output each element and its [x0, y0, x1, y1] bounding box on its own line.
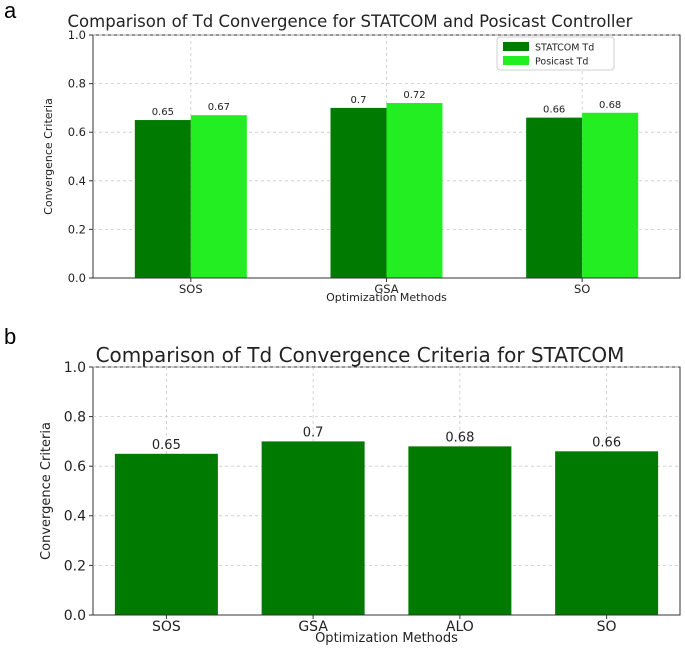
data-label: 0.68: [445, 430, 474, 445]
legend: STATCOM Td Posicast Td: [496, 36, 615, 71]
y-tick-label: 0.2: [68, 222, 86, 236]
bar-so: [555, 451, 659, 615]
data-label: 0.66: [543, 105, 565, 116]
y-tick-label: 0.2: [64, 558, 86, 574]
bar-sos: [114, 453, 218, 615]
y-tick-label: 0.0: [68, 271, 86, 285]
data-label: 0.72: [403, 90, 425, 101]
x-axis-label: Optimization Methods: [315, 631, 458, 646]
chart-title: Comparison of Td Convergence for STATCOM…: [68, 12, 633, 31]
chart-a: 0.0 0.2 0.4 0.6 0.8 1.0 0.65 0.7 0.66 0.67 0.72 0.6…: [42, 12, 681, 304]
y-tick-label: 0.4: [64, 509, 86, 525]
x-tick-label: SOS: [179, 282, 203, 296]
bar-gsa-series-1: [330, 107, 387, 279]
bar-sos-series-2: [190, 115, 247, 278]
bar-alo: [408, 446, 512, 615]
bar-gsa: [261, 441, 365, 615]
legend-label: STATCOM Td: [535, 43, 594, 54]
data-label: 0.65: [152, 438, 181, 453]
data-label: 0.68: [599, 100, 621, 111]
data-label: 0.66: [592, 435, 621, 450]
bar-so-series-1: [526, 117, 583, 279]
chart-b: 0.0 0.2 0.4 0.6 0.8 1.0 0.65 0.7 0.68 0.66 SOS GSA A…: [39, 343, 681, 646]
x-tick-label: ALO: [446, 619, 474, 635]
y-tick-label: 0.4: [68, 174, 86, 188]
data-label: 0.7: [303, 425, 324, 440]
y-tick-label: 0.6: [68, 125, 86, 139]
legend-swatch: [503, 42, 529, 51]
x-tick-label: SO: [574, 282, 590, 296]
y-tick-label: 0.8: [64, 410, 86, 426]
y-tick-label: 0.8: [68, 77, 86, 91]
y-tick-label: 1.0: [64, 360, 86, 376]
bar-sos-series-1: [134, 120, 191, 278]
data-label: 0.65: [152, 107, 174, 118]
x-tick-label: GSA: [298, 619, 328, 635]
legend-label: Posicast Td: [535, 57, 588, 68]
data-label: 0.67: [208, 102, 230, 113]
y-tick-label: 0.0: [64, 608, 86, 624]
y-axis-label: Convergence Criteria: [42, 98, 55, 215]
x-tick-label: SOS: [152, 619, 181, 635]
legend-swatch: [503, 56, 529, 65]
bar-so-series-2: [582, 112, 639, 278]
y-axis-label: Convergence Criteria: [39, 422, 54, 560]
x-axis-label: Optimization Methods: [326, 291, 447, 304]
y-tick-label: 0.6: [64, 459, 86, 475]
x-tick-label: GSA: [374, 282, 398, 296]
panel-letter-a: a: [4, 0, 17, 23]
chart-title: Comparison of Td Convergence Criteria fo…: [96, 343, 625, 367]
x-tick-label: SO: [597, 619, 617, 635]
data-label: 0.7: [351, 95, 367, 106]
bar-gsa-series-2: [386, 103, 443, 278]
panel-letter-b: b: [4, 324, 17, 349]
y-tick-label: 1.0: [68, 28, 86, 42]
